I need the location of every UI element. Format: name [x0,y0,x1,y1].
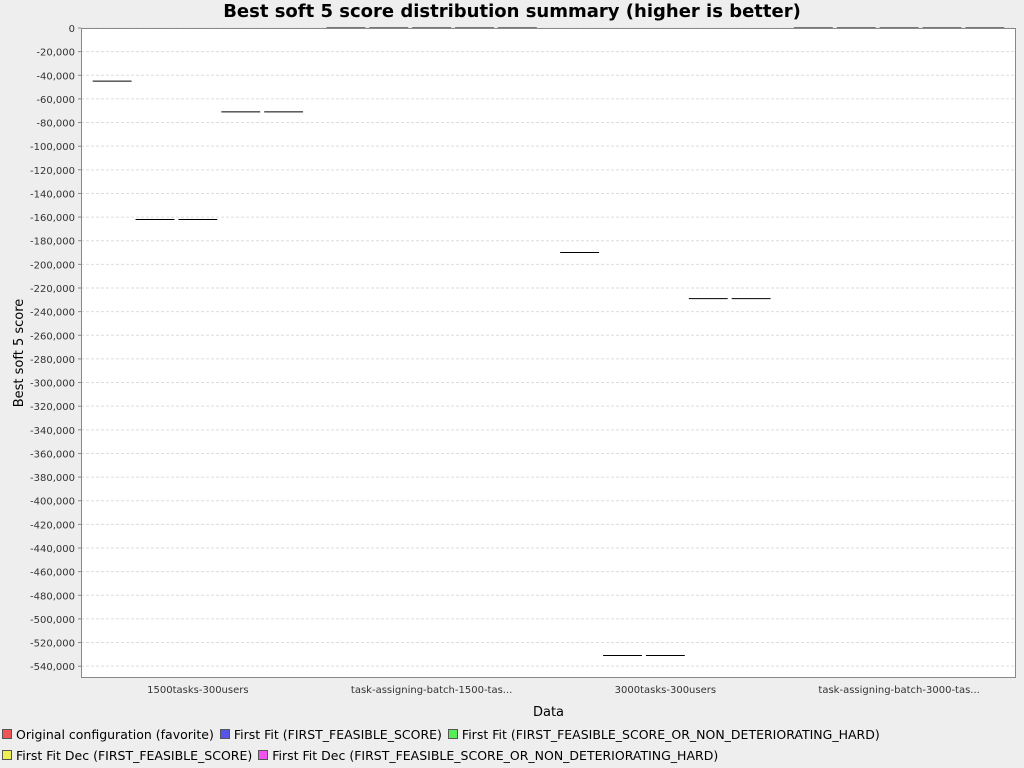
legend-label: First Fit (FIRST_FEASIBLE_SCORE) [233,727,442,742]
y-tick-label: -80,000 [36,119,75,130]
legend-item: First Fit Dec (FIRST_FEASIBLE_SCORE_OR_N… [258,745,718,766]
y-tick-labels: 0 -20,000 -40,000 -60,000 -80,000 -100,000 -12… [30,24,81,673]
x-category-label: task-assigning-batch-3000-tas... [818,685,979,696]
y-tick-label: -60,000 [36,95,75,106]
y-tick-label: -460,000 [30,568,75,579]
y-tick-label: -140,000 [30,189,75,200]
y-tick-label: -540,000 [30,662,75,673]
grid-lines [81,27,1016,667]
x-category-label: 1500tasks-300users [147,685,248,696]
legend-item: First Fit (FIRST_FEASIBLE_SCORE_OR_NON_D… [447,724,880,745]
chart-svg: 0 -20,000 -40,000 -60,000 -80,000 -100,000 -12… [12,24,1016,720]
x-category-label: 3000tasks-300users [615,685,716,696]
legend-item: First Fit Dec (FIRST_FEASIBLE_SCORE) [2,745,252,766]
y-tick-label: -380,000 [30,473,75,484]
legend-item: First Fit (FIRST_FEASIBLE_SCORE) [219,724,442,745]
legend-label: First Fit Dec (FIRST_FEASIBLE_SCORE) [16,748,253,763]
legend-swatch [447,729,458,739]
y-tick-label: -240,000 [30,308,75,319]
x-category-label: task-assigning-batch-1500-tas... [351,685,512,696]
legend-item: Original configuration (favorite) [2,724,214,745]
y-tick-label: -20,000 [36,48,75,59]
y-tick-label: -120,000 [30,166,75,177]
x-axis-title: Data [533,705,564,720]
legend: Original configuration (favorite) First F… [2,724,1022,766]
legend-swatch [2,750,12,760]
y-tick-label: -480,000 [30,591,75,602]
legend-label: Original configuration (favorite) [16,727,214,742]
plot-border [81,28,1016,678]
y-tick-label: -260,000 [30,331,75,342]
y-tick-label: -180,000 [30,237,75,248]
y-tick-label: -300,000 [30,379,75,390]
legend-label: First Fit (FIRST_FEASIBLE_SCORE_OR_NON_D… [461,727,880,742]
y-tick-label: -420,000 [30,520,75,531]
y-tick-label: -500,000 [30,615,75,626]
y-tick-label: -520,000 [30,639,75,650]
y-tick-label: -40,000 [36,71,75,82]
x-category-labels: 1500tasks-300users task-assigning-batch-1… [147,685,980,696]
legend-label: First Fit Dec (FIRST_FEASIBLE_SCORE_OR_N… [272,748,719,763]
legend-swatch [219,729,230,739]
y-axis-title: Best soft 5 score [12,299,27,408]
y-tick-label: -320,000 [30,402,75,413]
y-tick-label: -440,000 [30,544,75,555]
y-tick-label: -160,000 [30,213,75,224]
y-tick-label: -100,000 [30,142,75,153]
legend-swatch [258,750,269,760]
y-tick-label: -400,000 [30,497,75,508]
plot-area [81,28,1016,678]
y-tick-label: -280,000 [30,355,75,366]
y-tick-label: -340,000 [30,426,75,437]
y-tick-label: 0 [69,24,75,35]
y-tick-label: -360,000 [30,449,75,460]
y-tick-label: -200,000 [30,260,75,271]
legend-swatch [2,729,12,739]
y-tick-label: -220,000 [30,284,75,295]
chart-title: Best soft 5 score distribution summary (… [223,1,801,22]
